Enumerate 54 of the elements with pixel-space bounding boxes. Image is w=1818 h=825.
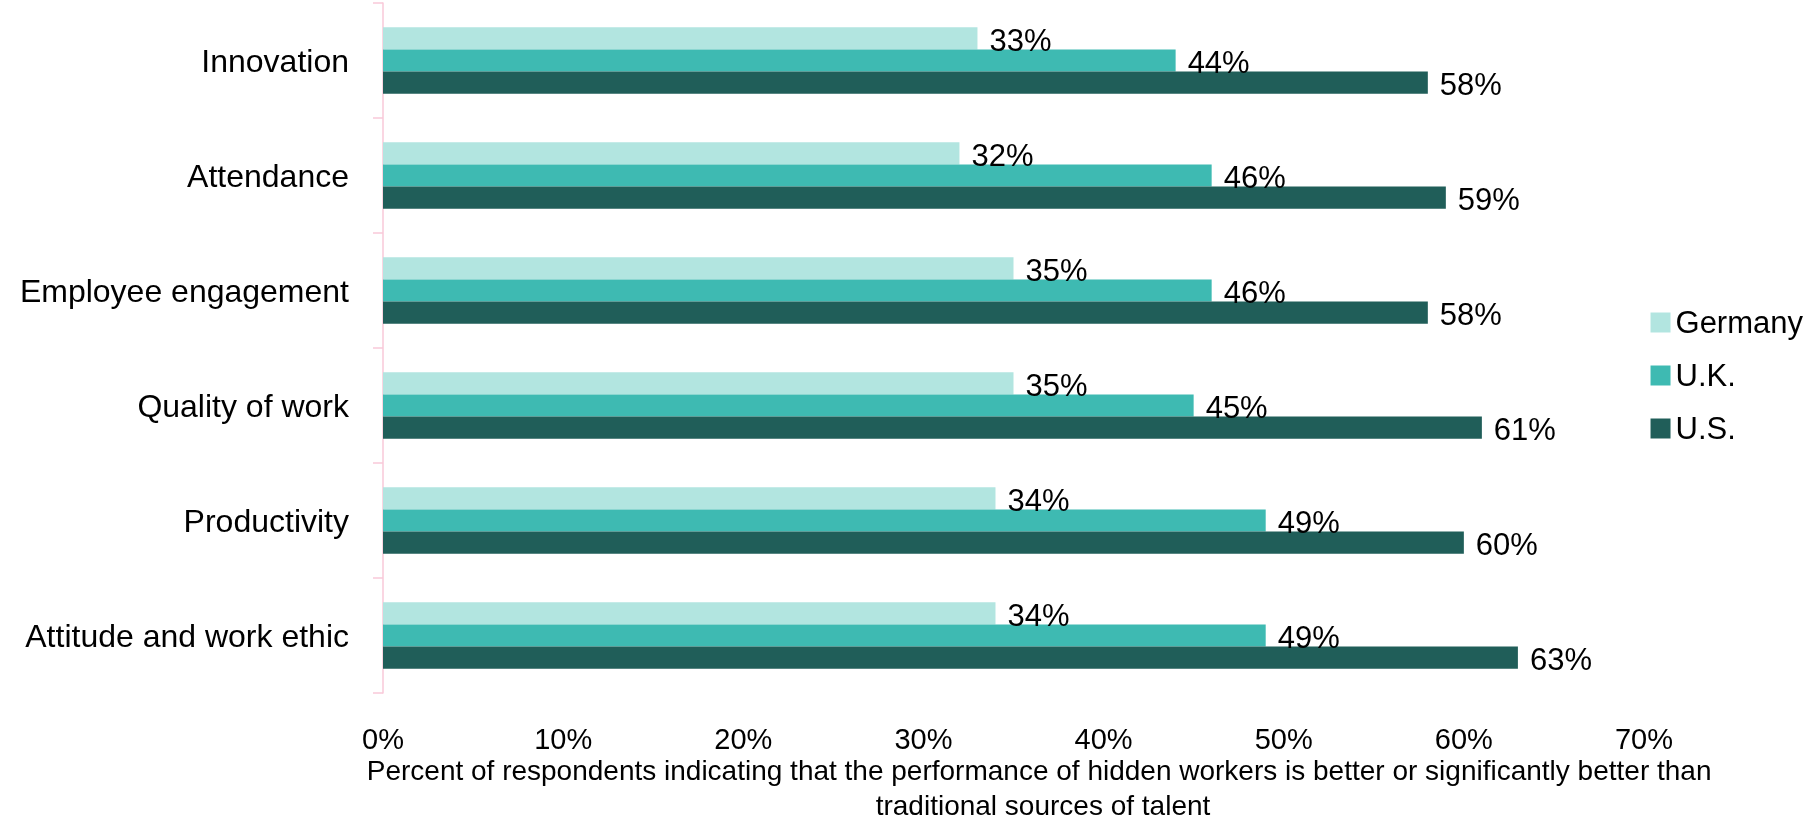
bar bbox=[383, 372, 1014, 395]
x-tick-label: 50% bbox=[1254, 722, 1313, 755]
bar bbox=[383, 531, 1464, 554]
data-label: 33% bbox=[989, 22, 1052, 58]
x-tick-label: 30% bbox=[894, 722, 953, 755]
bar bbox=[383, 164, 1212, 187]
x-tick-label: 0% bbox=[362, 722, 404, 755]
data-label: 35% bbox=[1025, 367, 1088, 403]
bar bbox=[383, 487, 996, 510]
legend-label: U.S. bbox=[1675, 411, 1736, 446]
data-label: 58% bbox=[1439, 67, 1502, 103]
data-label: 34% bbox=[1007, 482, 1070, 518]
data-label: 60% bbox=[1475, 527, 1538, 563]
bar bbox=[383, 624, 1266, 647]
bar bbox=[383, 49, 1176, 72]
y-tick-label: Productivity bbox=[183, 502, 349, 539]
data-label: 46% bbox=[1223, 275, 1286, 310]
data-label: 46% bbox=[1223, 160, 1286, 195]
y-tick-label: Attitude and work ethic bbox=[25, 617, 349, 654]
data-label: 35% bbox=[1025, 252, 1088, 288]
bar bbox=[383, 186, 1446, 209]
x-tick-label: 40% bbox=[1074, 722, 1133, 755]
y-tick-label: Quality of work bbox=[137, 387, 350, 424]
bar bbox=[383, 602, 996, 625]
bar bbox=[383, 257, 1014, 280]
data-label: 32% bbox=[971, 137, 1034, 173]
bar bbox=[383, 142, 960, 165]
data-label: 44% bbox=[1187, 45, 1250, 80]
data-label: 45% bbox=[1205, 390, 1268, 425]
data-label: 49% bbox=[1277, 505, 1340, 540]
bar bbox=[383, 301, 1428, 324]
data-label: 58% bbox=[1439, 297, 1502, 333]
bar bbox=[383, 27, 978, 50]
y-tick-label: Innovation bbox=[201, 42, 349, 79]
data-label: 61% bbox=[1493, 412, 1556, 448]
x-tick-label: 20% bbox=[714, 722, 773, 755]
y-tick-label: Employee engagement bbox=[19, 272, 350, 309]
bar bbox=[383, 394, 1194, 417]
data-label: 34% bbox=[1007, 597, 1070, 633]
x-tick-label: 60% bbox=[1434, 722, 1493, 755]
x-tick-label: 10% bbox=[534, 722, 593, 755]
bar bbox=[383, 416, 1482, 439]
y-tick-label: Attendance bbox=[187, 157, 349, 194]
x-axis-title: Percent of respondents indicating that the performance of hidden workers is better or significantly better than traditional sources of talent bbox=[366, 755, 1720, 821]
x-tick-label: 70% bbox=[1614, 722, 1674, 755]
bar bbox=[383, 646, 1518, 669]
data-label: 59% bbox=[1457, 182, 1520, 218]
legend-label: U.K. bbox=[1675, 358, 1736, 393]
data-label: 63% bbox=[1529, 642, 1592, 678]
bar bbox=[383, 71, 1428, 94]
legend-label: Germany bbox=[1675, 305, 1804, 340]
data-label: 49% bbox=[1277, 620, 1340, 655]
bar bbox=[383, 279, 1212, 302]
bar bbox=[383, 509, 1266, 532]
